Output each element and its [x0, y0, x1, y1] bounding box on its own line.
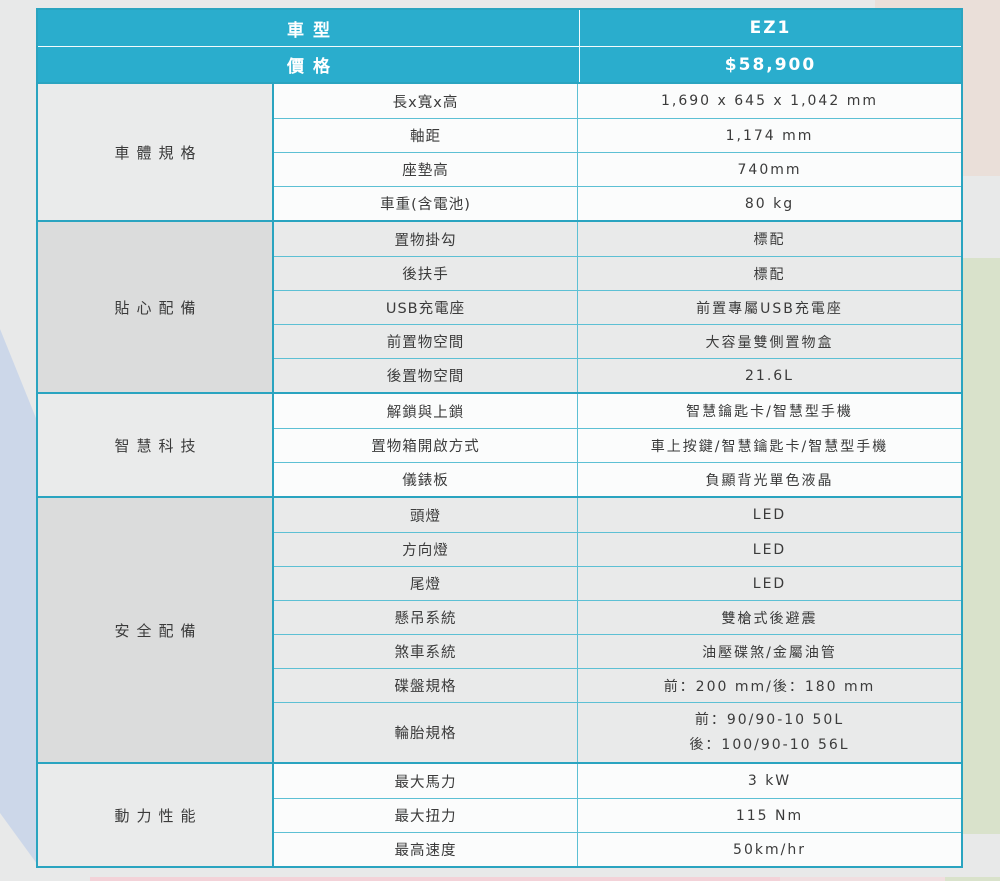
spec-row: 儀錶板 負顯背光單色液晶 — [274, 462, 961, 496]
spec-row: USB充電座 前置專屬USB充電座 — [274, 290, 961, 324]
spec-row: 煞車系統 油壓碟煞/金屬油管 — [274, 634, 961, 668]
spec-row: 長x寬x高 1,690 x 645 x 1,042 mm — [274, 84, 961, 118]
spec-value: 50km/hr — [733, 841, 806, 858]
spec-value: 115 Nm — [735, 807, 804, 824]
spec-label: USB充電座 — [274, 291, 578, 324]
spec-label: 方向燈 — [274, 533, 578, 566]
section-rows: 最大馬力 3 kW 最大扭力 115 Nm 最高速度 50km/hr — [274, 764, 961, 866]
section-title: 動力性能 — [38, 764, 274, 866]
spec-value: 雙槍式後避震 — [721, 610, 818, 627]
section-rows: 置物掛勾 標配 後扶手 標配 USB充電座 前置專屬USB充電座 前置物空間 大… — [274, 222, 961, 392]
spec-label: 後置物空間 — [274, 359, 578, 392]
spec-label: 尾燈 — [274, 567, 578, 600]
section-title: 車體規格 — [38, 84, 274, 220]
spec-value: 21.6L — [745, 367, 794, 384]
section-convenience: 貼心配備 置物掛勾 標配 後扶手 標配 USB充電座 前置專屬USB充電座 前置… — [38, 220, 961, 392]
spec-label: 頭燈 — [274, 498, 578, 532]
spec-value: 80 kg — [744, 195, 795, 212]
spec-row: 前置物空間 大容量雙側置物盒 — [274, 324, 961, 358]
price-header-label: 價格 — [38, 47, 580, 82]
spec-table: 車型 EZ1 價格 $58,900 車體規格 長x寬x高 1,690 x 645… — [36, 8, 963, 868]
spec-label: 懸吊系統 — [274, 601, 578, 634]
spec-row: 碟盤規格 前：200 mm/後：180 mm — [274, 668, 961, 702]
section-rows: 長x寬x高 1,690 x 645 x 1,042 mm 軸距 1,174 mm… — [274, 84, 961, 220]
spec-label: 最大扭力 — [274, 799, 578, 832]
spec-value: 1,174 mm — [725, 127, 814, 144]
spec-label: 置物箱開啟方式 — [274, 429, 578, 462]
spec-row: 懸吊系統 雙槍式後避震 — [274, 600, 961, 634]
model-name: EZ1 — [749, 18, 792, 38]
spec-label: 前置物空間 — [274, 325, 578, 358]
spec-row: 後扶手 標配 — [274, 256, 961, 290]
spec-row: 車重(含電池) 80 kg — [274, 186, 961, 220]
spec-label: 煞車系統 — [274, 635, 578, 668]
section-title: 智慧科技 — [38, 394, 274, 496]
spec-value: 740mm — [737, 161, 802, 178]
section-rows: 解鎖與上鎖 智慧鑰匙卡/智慧型手機 置物箱開啟方式 車上按鍵/智慧鑰匙卡/智慧型… — [274, 394, 961, 496]
spec-row: 最高速度 50km/hr — [274, 832, 961, 866]
section-body-specs: 車體規格 長x寬x高 1,690 x 645 x 1,042 mm 軸距 1,1… — [38, 82, 961, 220]
spec-value: LED — [752, 541, 787, 558]
spec-label: 車重(含電池) — [274, 187, 578, 220]
spec-row: 軸距 1,174 mm — [274, 118, 961, 152]
spec-row: 後置物空間 21.6L — [274, 358, 961, 392]
background-strip-pink-light — [780, 877, 945, 881]
spec-row: 輪胎規格 前：90/90-10 50L 後：100/90-10 56L — [274, 702, 961, 762]
spec-label: 後扶手 — [274, 257, 578, 290]
spec-row: 頭燈 LED — [274, 498, 961, 532]
spec-value: 前：200 mm/後：180 mm — [663, 678, 876, 695]
spec-row: 尾燈 LED — [274, 566, 961, 600]
spec-value: 標配 — [753, 232, 786, 248]
section-performance: 動力性能 最大馬力 3 kW 最大扭力 115 Nm 最高速度 50km/hr — [38, 762, 961, 866]
spec-row: 座墊高 740mm — [274, 152, 961, 186]
section-smart-tech: 智慧科技 解鎖與上鎖 智慧鑰匙卡/智慧型手機 置物箱開啟方式 車上按鍵/智慧鑰匙… — [38, 392, 961, 496]
spec-label: 置物掛勾 — [274, 222, 578, 256]
spec-row: 最大扭力 115 Nm — [274, 798, 961, 832]
spec-row: 最大馬力 3 kW — [274, 764, 961, 798]
spec-value: 標配 — [753, 266, 786, 283]
spec-row: 方向燈 LED — [274, 532, 961, 566]
spec-label: 座墊高 — [274, 153, 578, 186]
section-title: 貼心配備 — [38, 222, 274, 392]
section-safety: 安全配備 頭燈 LED 方向燈 LED 尾燈 LED 懸吊系統 雙槍式後避震 煞… — [38, 496, 961, 762]
background-shape-top-beige — [875, 0, 1000, 8]
spec-value: 車上按鍵/智慧鑰匙卡/智慧型手機 — [650, 438, 889, 455]
model-header-label: 車型 — [38, 10, 580, 46]
spec-label: 碟盤規格 — [274, 669, 578, 702]
background-shape-right-beige — [963, 8, 1000, 176]
spec-value: 油壓碟煞/金屬油管 — [702, 644, 837, 661]
spec-value-line-rear: 後：100/90-10 56L — [689, 736, 850, 753]
spec-label: 軸距 — [274, 119, 578, 152]
spec-value: 前置專屬USB充電座 — [696, 300, 843, 317]
spec-row: 置物箱開啟方式 車上按鍵/智慧鑰匙卡/智慧型手機 — [274, 428, 961, 462]
section-rows: 頭燈 LED 方向燈 LED 尾燈 LED 懸吊系統 雙槍式後避震 煞車系統 油… — [274, 498, 961, 762]
spec-label: 輪胎規格 — [274, 703, 578, 762]
spec-label: 解鎖與上鎖 — [274, 394, 578, 428]
price-header-row: 價格 $58,900 — [38, 47, 961, 82]
spec-value: 智慧鑰匙卡/智慧型手機 — [686, 404, 853, 420]
spec-value: LED — [752, 507, 787, 523]
background-shape-left-blue — [0, 329, 40, 868]
background-strip-green — [945, 877, 1000, 881]
spec-row: 解鎖與上鎖 智慧鑰匙卡/智慧型手機 — [274, 394, 961, 428]
spec-value-line-front: 前：90/90-10 50L — [694, 712, 845, 728]
model-header-row: 車型 EZ1 — [38, 10, 961, 47]
spec-value: 負顯背光單色液晶 — [705, 472, 834, 489]
price-value: $58,900 — [724, 54, 817, 75]
spec-value: 3 kW — [747, 773, 792, 789]
spec-label: 最高速度 — [274, 833, 578, 866]
background-strip-pink — [90, 877, 780, 881]
spec-label: 儀錶板 — [274, 463, 578, 496]
spec-row: 置物掛勾 標配 — [274, 222, 961, 256]
spec-value: LED — [752, 575, 787, 592]
spec-value: 1,690 x 645 x 1,042 mm — [661, 93, 878, 109]
section-title: 安全配備 — [38, 498, 274, 762]
spec-value: 前：90/90-10 50L 後：100/90-10 56L — [578, 703, 961, 762]
spec-label: 最大馬力 — [274, 764, 578, 798]
spec-value: 大容量雙側置物盒 — [705, 334, 834, 351]
spec-label: 長x寬x高 — [274, 84, 578, 118]
